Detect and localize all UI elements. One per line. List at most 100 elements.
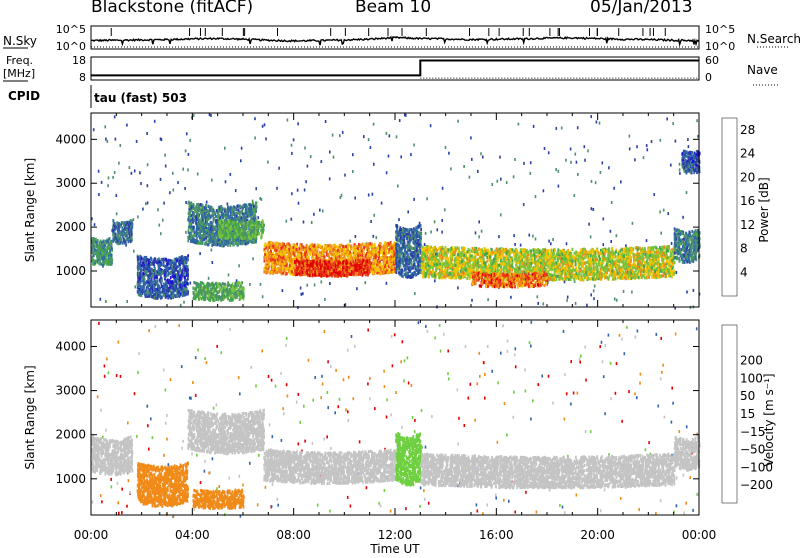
scatter-pixel [570,161,572,164]
range-cell [219,221,221,224]
scatter-pixel [441,231,443,234]
range-cell [226,229,228,232]
range-cell [103,240,105,243]
nave-tick-high: 60 [705,54,719,67]
range-cell [231,230,233,233]
range-cell [195,239,197,242]
date-title: 05/Jan/2013 [590,0,693,17]
range-cell [103,256,105,259]
scatter-pixel [587,149,589,152]
scatter-pixel [183,301,185,304]
range-cell [190,210,192,213]
range-cell [170,261,172,264]
scatter-pixel [603,217,605,220]
scatter-pixel [544,147,546,150]
range-cell [227,211,229,214]
scatter-pixel [425,232,427,235]
range-cell [202,207,204,210]
range-cell [240,210,242,213]
scatter-pixel [448,152,450,155]
range-cell [250,237,252,240]
scatter-pixel [469,176,471,179]
range-cell [244,231,246,234]
range-cell [254,210,256,213]
range-cell [172,272,174,275]
scatter-pixel [555,168,557,171]
range-cell [111,258,113,261]
scatter-pixel [682,216,684,219]
scatter-pixel [107,140,109,143]
range-cell [235,229,237,232]
range-cell [255,208,257,211]
range-cell [200,217,202,220]
range-cell [148,261,150,264]
scatter-pixel [593,289,595,292]
scatter-pixel [157,208,159,211]
range-cell [196,231,198,234]
range-cell [196,294,198,297]
range-cell [203,238,205,241]
range-cell [169,267,171,270]
range-cell [263,270,265,273]
range-cell [114,222,116,225]
range-cell [341,244,343,247]
scatter-pixel [307,165,309,168]
range-cell [159,270,161,273]
scatter-pixel [376,236,378,239]
scatter-pixel [602,161,604,164]
scatter-pixel [510,296,512,299]
range-cell [292,246,294,249]
range-cell [255,224,257,227]
scatter-pixel [405,114,407,117]
range-cell [196,211,198,214]
scatter-pixel [634,158,636,161]
range-cell [390,244,392,247]
range-cell [207,282,209,285]
range-cell [246,237,248,240]
scatter-pixel [136,140,138,143]
range-cell [142,292,144,295]
range-cell [124,227,126,230]
range-cell [160,274,162,277]
scatter-pixel [173,189,175,192]
range-cell [167,292,169,295]
range-cell [95,241,97,244]
range-cell [108,247,110,250]
scatter-pixel [400,155,402,158]
range-cell [108,260,110,263]
range-cell [241,281,243,284]
range-cell [203,230,205,233]
range-cell [161,296,163,299]
range-cell [217,211,219,214]
range-cell [168,288,170,291]
range-cell [286,249,288,252]
scatter-pixel [182,168,184,171]
scatter-pixel [329,177,331,180]
scatter-pixel [590,293,592,296]
scatter-pixel [349,240,351,243]
scatter-pixel [636,145,638,148]
scatter-pixel [535,238,537,241]
scatter-pixel [373,123,375,126]
scatter-pixel [177,181,179,184]
range-cell [218,285,220,288]
scatter-pixel [304,147,306,150]
range-cell [149,273,151,276]
scatter-pixel [368,138,370,141]
range-cell [383,268,385,271]
range-cell [157,286,159,289]
scatter-pixel [291,218,293,221]
cpid-value: tau (fast) 503 [94,91,187,105]
range-cell [376,249,378,252]
range-cell [220,299,222,302]
scatter-pixel [352,170,354,173]
range-cell [117,239,119,242]
range-cell [363,246,365,249]
scatter-pixel [631,291,633,294]
scatter-pixel [254,117,256,120]
range-cell [222,294,224,297]
scatter-pixel [265,137,267,140]
scatter-pixel [104,125,106,128]
scatter-pixel [430,230,432,233]
scatter-pixel [147,201,149,204]
